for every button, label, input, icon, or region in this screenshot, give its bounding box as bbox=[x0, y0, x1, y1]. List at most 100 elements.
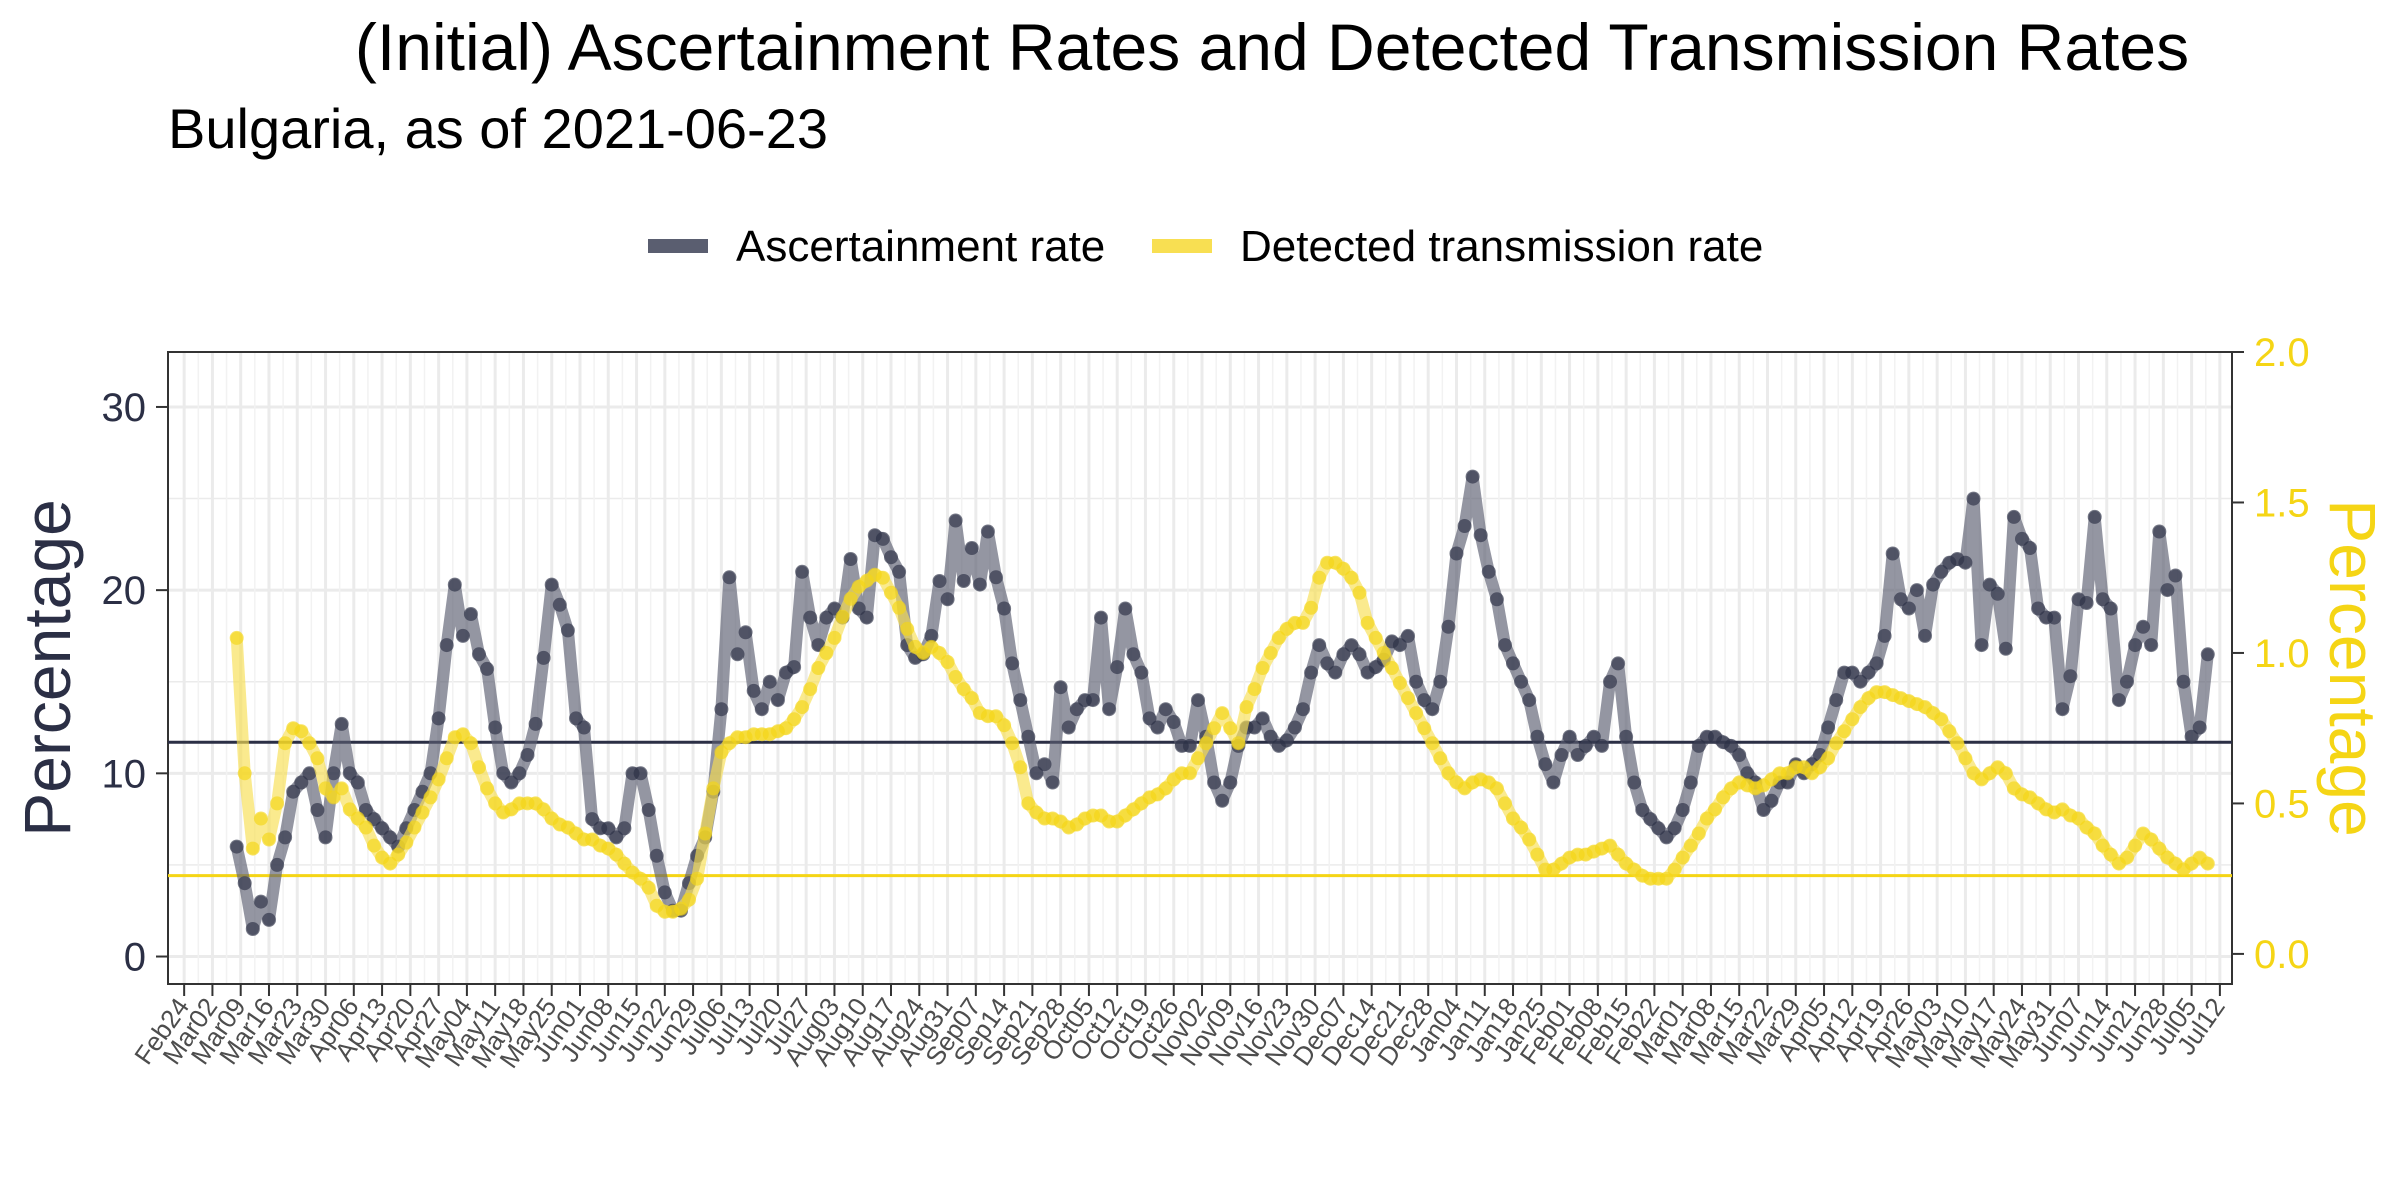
y-tick-label-right: 1.0 bbox=[2254, 632, 2310, 676]
data-point-ascertainment bbox=[1215, 793, 1230, 808]
data-point-ascertainment bbox=[2192, 720, 2207, 735]
data-point-ascertainment bbox=[1425, 702, 1440, 717]
data-point-transmission bbox=[253, 811, 268, 826]
data-point-ascertainment bbox=[334, 716, 349, 731]
data-point-ascertainment bbox=[1691, 738, 1706, 753]
data-point-transmission bbox=[1296, 615, 1310, 630]
data-point-ascertainment bbox=[1643, 812, 1658, 827]
data-point-transmission bbox=[1829, 736, 1844, 751]
data-point-ascertainment bbox=[1304, 665, 1319, 680]
data-point-ascertainment bbox=[1724, 738, 1739, 753]
y-tick-label-left: 10 bbox=[102, 752, 147, 796]
legend: Ascertainment rate Detected transmission… bbox=[648, 222, 1763, 271]
data-point-ascertainment bbox=[253, 894, 268, 909]
data-point-ascertainment bbox=[1594, 738, 1609, 753]
data-point-ascertainment bbox=[1118, 601, 1133, 616]
data-point-ascertainment bbox=[245, 922, 260, 936]
data-point-ascertainment bbox=[2015, 531, 2029, 546]
data-point-transmission bbox=[1215, 706, 1230, 721]
data-point-transmission bbox=[1691, 826, 1706, 841]
data-point-transmission bbox=[237, 766, 252, 781]
data-point-ascertainment bbox=[577, 720, 591, 735]
data-point-ascertainment bbox=[1522, 693, 1537, 708]
data-point-transmission bbox=[2120, 850, 2134, 865]
data-point-ascertainment bbox=[1182, 738, 1197, 753]
data-point-ascertainment bbox=[1756, 803, 1771, 817]
data-point-transmission bbox=[1336, 561, 1351, 576]
data-point-ascertainment bbox=[1433, 674, 1448, 689]
data-point-ascertainment bbox=[980, 524, 995, 539]
data-point-ascertainment bbox=[859, 610, 874, 625]
data-point-ascertainment bbox=[948, 513, 963, 528]
data-point-ascertainment bbox=[2128, 638, 2143, 653]
data-point-transmission bbox=[472, 760, 486, 775]
data-point-transmission bbox=[706, 781, 721, 796]
data-point-transmission bbox=[1611, 847, 1626, 862]
data-point-ascertainment bbox=[1635, 803, 1650, 817]
data-point-ascertainment bbox=[746, 683, 761, 698]
data-point-ascertainment bbox=[956, 574, 971, 588]
data-point-transmission bbox=[463, 736, 478, 751]
data-point-transmission bbox=[2144, 832, 2159, 847]
data-point-transmission bbox=[480, 781, 495, 796]
data-point-ascertainment bbox=[1683, 775, 1698, 790]
data-point-transmission bbox=[1675, 850, 1690, 865]
data-point-ascertainment bbox=[754, 702, 769, 717]
data-point-ascertainment bbox=[1909, 583, 1924, 598]
data-point-transmission bbox=[698, 826, 713, 841]
data-point-transmission bbox=[1376, 646, 1391, 660]
data-point-ascertainment bbox=[1990, 586, 2005, 601]
data-point-ascertainment bbox=[552, 597, 567, 612]
data-point-transmission bbox=[2087, 826, 2102, 841]
data-point-ascertainment bbox=[1675, 803, 1690, 817]
data-point-ascertainment bbox=[270, 857, 285, 872]
data-point-ascertainment bbox=[1489, 592, 1504, 607]
data-point-ascertainment bbox=[1457, 519, 1472, 533]
plot-panel-border bbox=[167, 351, 2233, 985]
data-point-ascertainment bbox=[884, 550, 898, 565]
data-point-ascertainment bbox=[1514, 674, 1529, 689]
data-point-ascertainment bbox=[1142, 711, 1157, 726]
data-point-ascertainment bbox=[286, 784, 301, 799]
data-point-ascertainment bbox=[1279, 733, 1294, 748]
data-point-transmission bbox=[1158, 781, 1173, 796]
data-point-ascertainment bbox=[2168, 568, 2183, 583]
data-point-transmission bbox=[1231, 736, 1246, 751]
data-point-transmission bbox=[294, 724, 309, 739]
data-point-ascertainment bbox=[1255, 711, 1270, 726]
data-point-transmission bbox=[1699, 811, 1714, 826]
data-point-ascertainment bbox=[657, 885, 672, 900]
data-point-ascertainment bbox=[463, 607, 478, 621]
data-point-transmission bbox=[1498, 796, 1512, 811]
data-point-ascertainment bbox=[375, 821, 390, 836]
data-point-ascertainment bbox=[1934, 564, 1949, 579]
data-point-ascertainment bbox=[1166, 715, 1181, 729]
data-point-transmission bbox=[674, 901, 688, 916]
data-point-transmission bbox=[811, 661, 826, 675]
data-point-transmission bbox=[1409, 706, 1424, 721]
data-point-ascertainment bbox=[488, 720, 503, 735]
data-point-ascertainment bbox=[1029, 766, 1044, 781]
data-point-transmission bbox=[488, 796, 503, 811]
data-point-ascertainment bbox=[1021, 729, 1036, 744]
data-point-ascertainment bbox=[569, 711, 583, 726]
data-point-transmission bbox=[940, 655, 955, 669]
data-point-ascertainment bbox=[536, 650, 551, 665]
data-point-ascertainment bbox=[601, 821, 616, 836]
data-point-ascertainment bbox=[2087, 509, 2102, 524]
data-point-transmission bbox=[1845, 712, 1860, 727]
data-point-ascertainment bbox=[851, 601, 866, 616]
data-point-transmission bbox=[1239, 700, 1254, 715]
y-tick-label-right: 2.0 bbox=[2254, 331, 2310, 375]
data-point-ascertainment bbox=[302, 766, 317, 781]
data-point-transmission bbox=[2200, 856, 2215, 871]
data-point-transmission bbox=[1352, 585, 1367, 600]
data-point-ascertainment bbox=[1901, 601, 1916, 616]
data-point-ascertainment bbox=[480, 661, 495, 676]
y-axis-right: 0.0 0.5 1.0 1.5 2.0 bbox=[2232, 331, 2310, 977]
data-point-ascertainment bbox=[1885, 546, 1900, 561]
data-point-transmission bbox=[633, 871, 648, 886]
data-point-ascertainment bbox=[1893, 592, 1908, 607]
data-point-ascertainment bbox=[560, 623, 575, 638]
